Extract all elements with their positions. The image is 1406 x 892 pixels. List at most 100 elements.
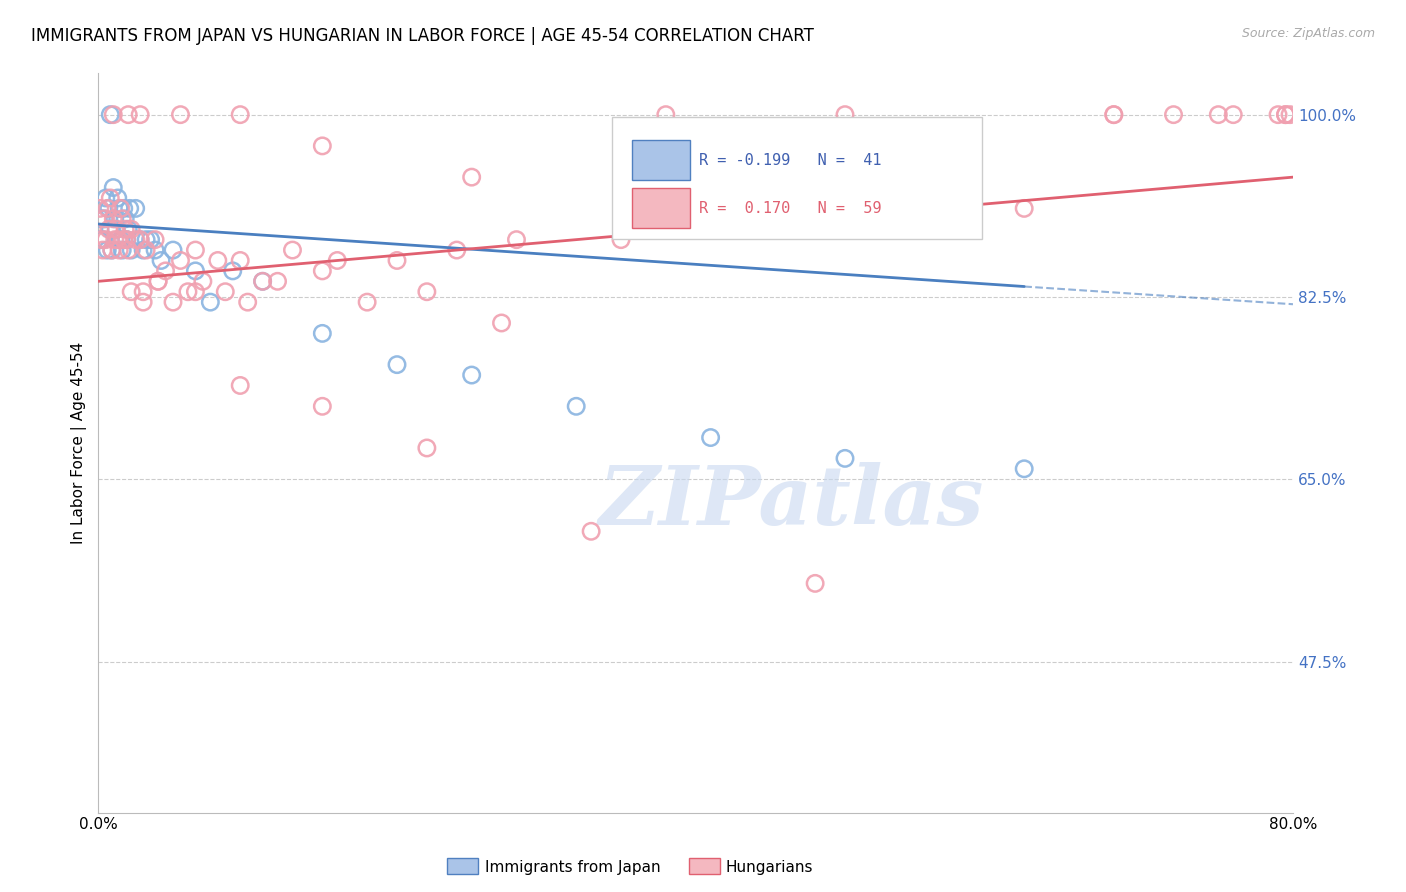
Text: Hungarians: Hungarians [725,860,813,874]
Point [655,108,678,122]
Point [162,295,184,310]
Point [252,274,274,288]
Point [110,202,132,216]
Point [117,243,139,257]
Point [385,358,408,372]
Point [135,233,157,247]
Point [89,202,111,216]
Point [207,253,229,268]
Point [416,441,439,455]
Point [1274,108,1296,122]
Point [104,211,127,226]
Point [579,524,602,539]
Point [129,233,152,247]
Point [565,399,588,413]
Point [1278,108,1301,122]
Point [229,108,252,122]
Point [155,264,177,278]
Point [200,295,222,310]
Point [132,295,155,310]
Point [94,191,117,205]
Text: Immigrants from Japan: Immigrants from Japan [485,860,661,874]
Text: Source: ZipAtlas.com: Source: ZipAtlas.com [1241,27,1375,40]
Point [120,222,142,236]
Point [143,233,166,247]
Point [103,108,125,122]
Point [132,243,155,257]
Point [1222,108,1244,122]
Point [120,285,142,299]
Point [416,285,439,299]
Point [139,233,162,247]
Point [446,243,468,257]
Point [222,264,245,278]
Point [107,233,129,247]
Point [108,243,131,257]
Point [129,108,152,122]
Point [385,253,408,268]
Point [356,295,378,310]
Point [115,233,138,247]
Point [115,233,138,247]
Point [101,243,124,257]
Point [93,211,115,226]
Point [125,202,148,216]
Point [98,108,121,122]
Point [326,253,349,268]
Point [150,253,173,268]
Point [125,233,148,247]
Point [311,264,333,278]
Point [114,222,136,236]
Point [252,274,274,288]
Text: R =  0.170   N =  59: R = 0.170 N = 59 [699,201,882,216]
Point [266,274,288,288]
Text: ZIPatlas: ZIPatlas [599,462,984,542]
Point [184,243,207,257]
Point [96,202,118,216]
Point [1102,108,1125,122]
Point [924,191,946,205]
Point [146,274,169,288]
FancyBboxPatch shape [633,187,690,228]
Point [103,180,125,194]
Point [236,295,259,310]
Point [117,108,139,122]
Point [1267,108,1289,122]
Point [834,108,856,122]
Point [505,233,527,247]
Point [129,233,152,247]
Point [103,211,125,226]
Point [834,211,856,226]
Point [90,211,112,226]
Point [111,243,134,257]
Point [229,253,252,268]
Point [105,222,128,236]
Point [98,222,121,236]
Point [96,243,118,257]
Point [114,211,136,226]
Point [98,191,121,205]
Point [169,108,191,122]
Point [311,139,333,153]
Point [184,285,207,299]
Point [90,233,112,247]
Point [460,170,482,185]
Point [162,243,184,257]
Point [112,202,135,216]
Text: IMMIGRANTS FROM JAPAN VS HUNGARIAN IN LABOR FORCE | AGE 45-54 CORRELATION CHART: IMMIGRANTS FROM JAPAN VS HUNGARIAN IN LA… [31,27,814,45]
Point [214,285,236,299]
Point [229,378,252,392]
Point [132,285,155,299]
Point [143,243,166,257]
Point [97,222,120,236]
Point [146,274,169,288]
Point [699,431,721,445]
Point [117,222,139,236]
Text: R = -0.199   N =  41: R = -0.199 N = 41 [699,153,882,168]
Point [1012,202,1035,216]
Point [804,576,827,591]
Point [460,368,482,382]
Point [105,222,128,236]
Point [191,274,214,288]
Point [1274,108,1296,122]
